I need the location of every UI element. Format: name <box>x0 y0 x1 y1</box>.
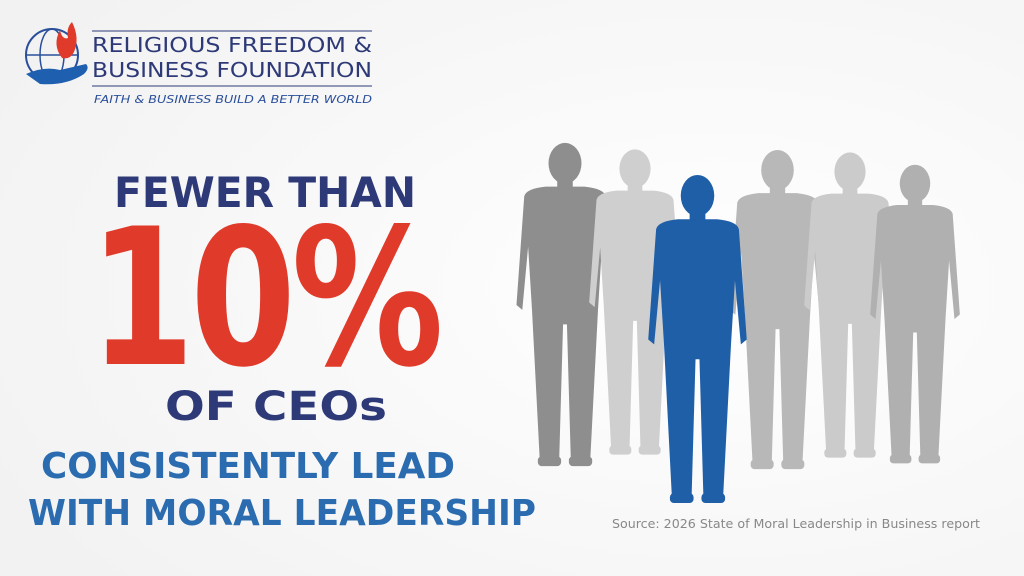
logo-hand <box>26 64 88 85</box>
logo-name: RELIGIOUS FREEDOM & <box>92 33 372 57</box>
headline-lead: FEWER THAN <box>114 168 416 217</box>
headline-subject: OF CEOs <box>165 384 387 430</box>
headline-line: WITH MORAL LEADERSHIP <box>28 493 536 534</box>
headline: FEWER THAN 10% OF CEOs CONSISTENTLY LEAD… <box>28 168 536 534</box>
logo-name: BUSINESS FOUNDATION <box>92 58 372 82</box>
source-note: Source: 2026 State of Moral Leadership i… <box>612 517 980 531</box>
logo-tagline: FAITH & BUSINESS BUILD A BETTER WORLD <box>94 93 372 106</box>
logo-flame <box>56 22 77 59</box>
headline-figure: 10% <box>89 188 439 409</box>
headline-line: CONSISTENTLY LEAD <box>41 446 455 487</box>
logo: RELIGIOUS FREEDOM & BUSINESS FOUNDATION … <box>25 22 372 106</box>
